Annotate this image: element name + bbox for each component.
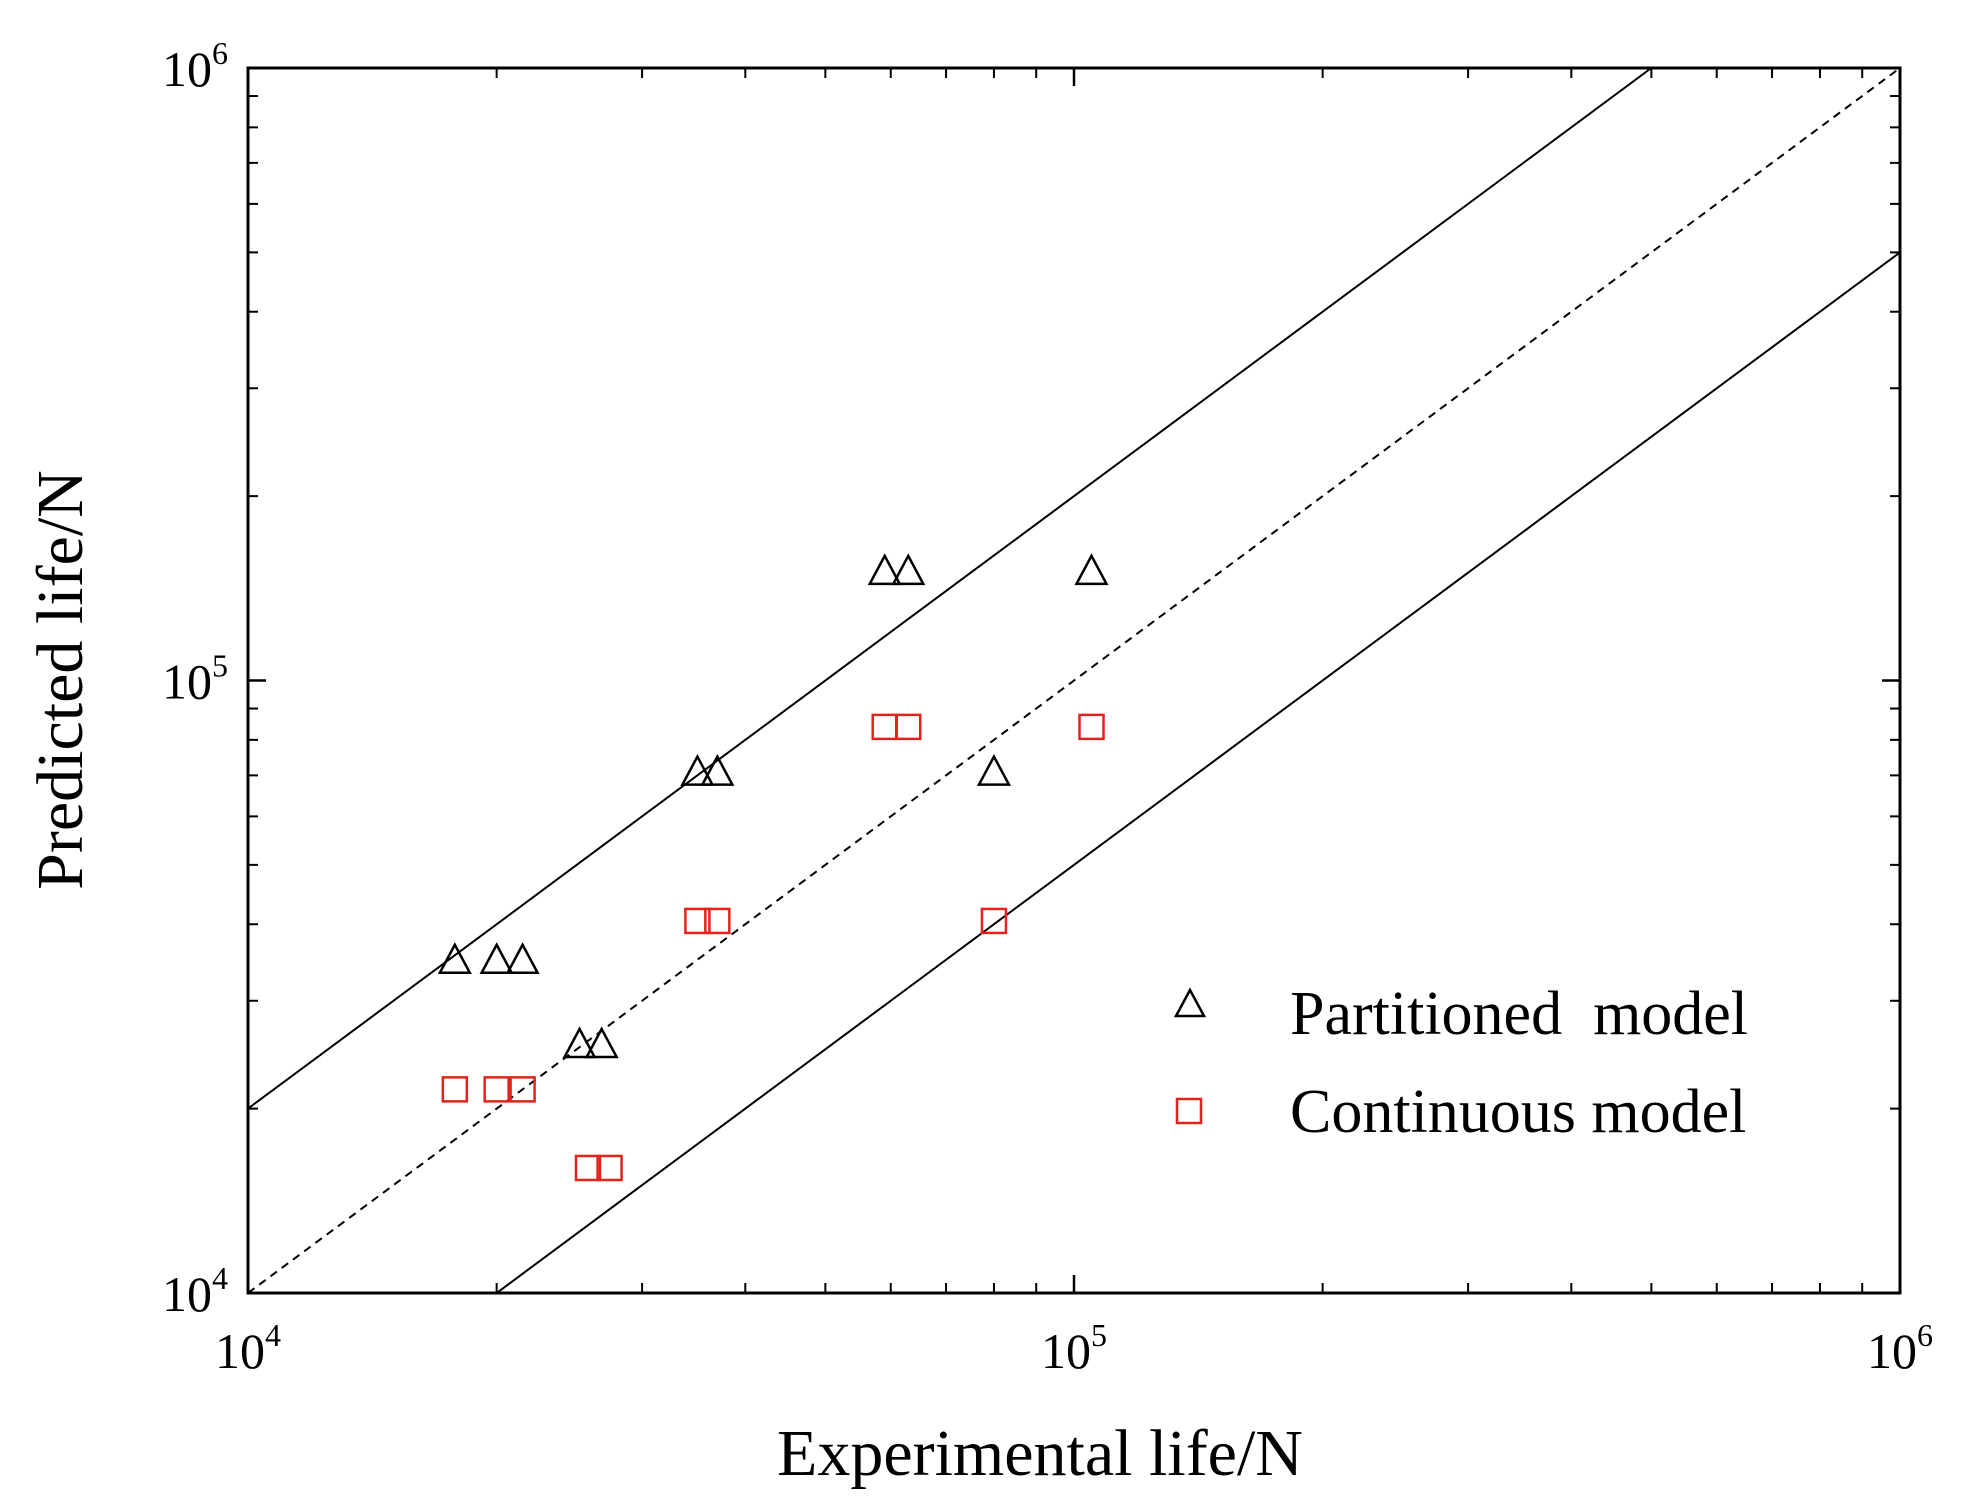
square-point-continuous — [980, 907, 1008, 935]
triangle-point-partitioned — [891, 553, 926, 586]
legend: Partitioned model Continuous model — [1173, 980, 1748, 1146]
x-axis-title: Experimental life/N — [777, 1417, 1303, 1490]
x-tick-label: 105 — [1041, 1317, 1107, 1379]
legend-label-continuous: Continuous model — [1290, 1078, 1746, 1146]
square-point-continuous — [704, 907, 731, 935]
square-point-continuous — [441, 1076, 469, 1103]
triangle-point-partitioned — [680, 753, 715, 786]
legend-label-partitioned: Partitioned model — [1290, 980, 1748, 1048]
y-tick-label: 106 — [162, 35, 228, 97]
square-point-continuous — [574, 1154, 602, 1182]
tick-labels: 104 105 106 104 105 106 — [162, 35, 1933, 1379]
triangle-point-partitioned — [505, 942, 540, 975]
triangle-point-partitioned — [437, 942, 472, 975]
triangle-point-partitioned — [700, 753, 735, 786]
y-tick-label: 104 — [162, 1260, 228, 1322]
data-points — [437, 553, 1109, 1182]
reference-line-factor-2-lower — [496, 251, 1901, 1294]
reference-line-factor-2-upper — [247, 67, 1652, 1110]
triangle-point-partitioned — [584, 1026, 619, 1059]
square-point-continuous — [483, 1076, 510, 1103]
square-point-continuous — [871, 713, 898, 741]
reference-lines — [247, 67, 1901, 1294]
triangle-point-partitioned — [562, 1026, 597, 1059]
triangle-point-partitioned — [867, 553, 902, 586]
square-point-continuous — [1078, 713, 1105, 741]
square-point-continuous — [596, 1154, 623, 1182]
square-point-continuous — [895, 713, 922, 741]
x-tick-label: 104 — [215, 1317, 281, 1379]
minor-ticks — [248, 68, 1900, 1293]
plot-frame — [246, 66, 1902, 1295]
legend-triangle-marker — [1173, 987, 1207, 1018]
triangle-point-partitioned — [976, 753, 1012, 786]
y-tick-label: 105 — [162, 648, 228, 710]
reference-line-equality — [247, 67, 1901, 1294]
x-tick-label: 106 — [1867, 1317, 1933, 1379]
square-point-continuous — [684, 907, 711, 935]
triangle-point-partitioned — [1074, 553, 1109, 586]
y-axis-title: Predicted life/N — [24, 470, 97, 890]
triangle-point-partitioned — [479, 942, 514, 975]
square-point-continuous — [509, 1076, 536, 1103]
legend-square-marker — [1175, 1097, 1203, 1125]
